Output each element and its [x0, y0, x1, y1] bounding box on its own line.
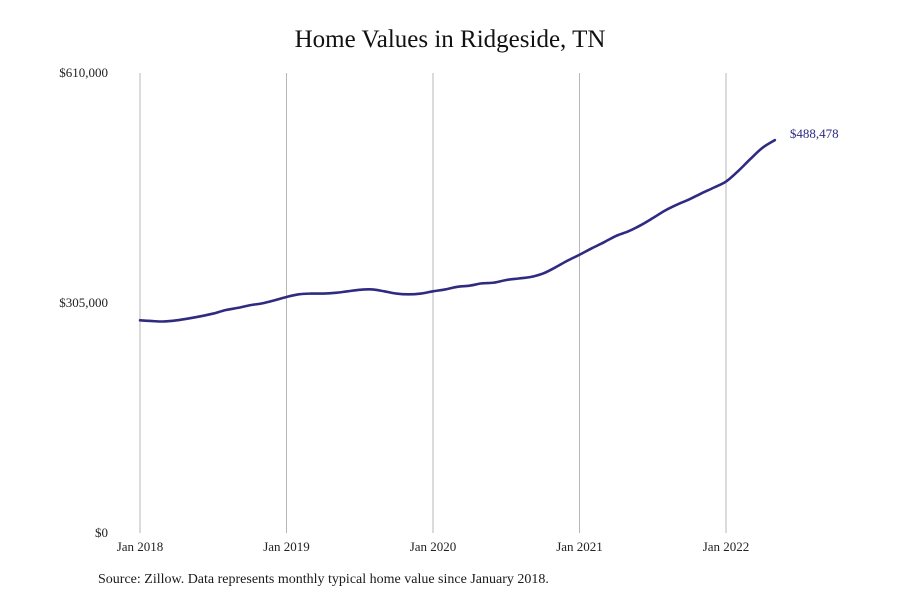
x-tick-label: Jan 2021 [556, 539, 603, 554]
x-tick-label: Jan 2022 [703, 539, 750, 554]
x-axis-ticks: Jan 2018 Jan 2019 Jan 2020 Jan 2021 Jan 2022 [117, 539, 750, 554]
series-group [138, 138, 777, 323]
x-tick-label: Jan 2019 [263, 539, 310, 554]
chart-title: Home Values in Ridgeside, TN [294, 26, 606, 53]
x-tick-label: Jan 2020 [410, 539, 457, 554]
source-note: Source: Zillow. Data represents monthly … [98, 572, 549, 587]
y-tick-label: $305,000 [59, 295, 108, 310]
y-tick-label: $0 [95, 525, 108, 540]
end-value-label: $488,478 [790, 126, 839, 141]
x-tick-label: Jan 2018 [117, 539, 164, 554]
gridlines [139, 73, 727, 533]
y-tick-label: $610,000 [59, 65, 108, 80]
y-axis-ticks: $0 $305,000 $610,000 [59, 65, 108, 540]
data-labels: $488,478 [790, 126, 839, 141]
series-line [138, 138, 777, 323]
